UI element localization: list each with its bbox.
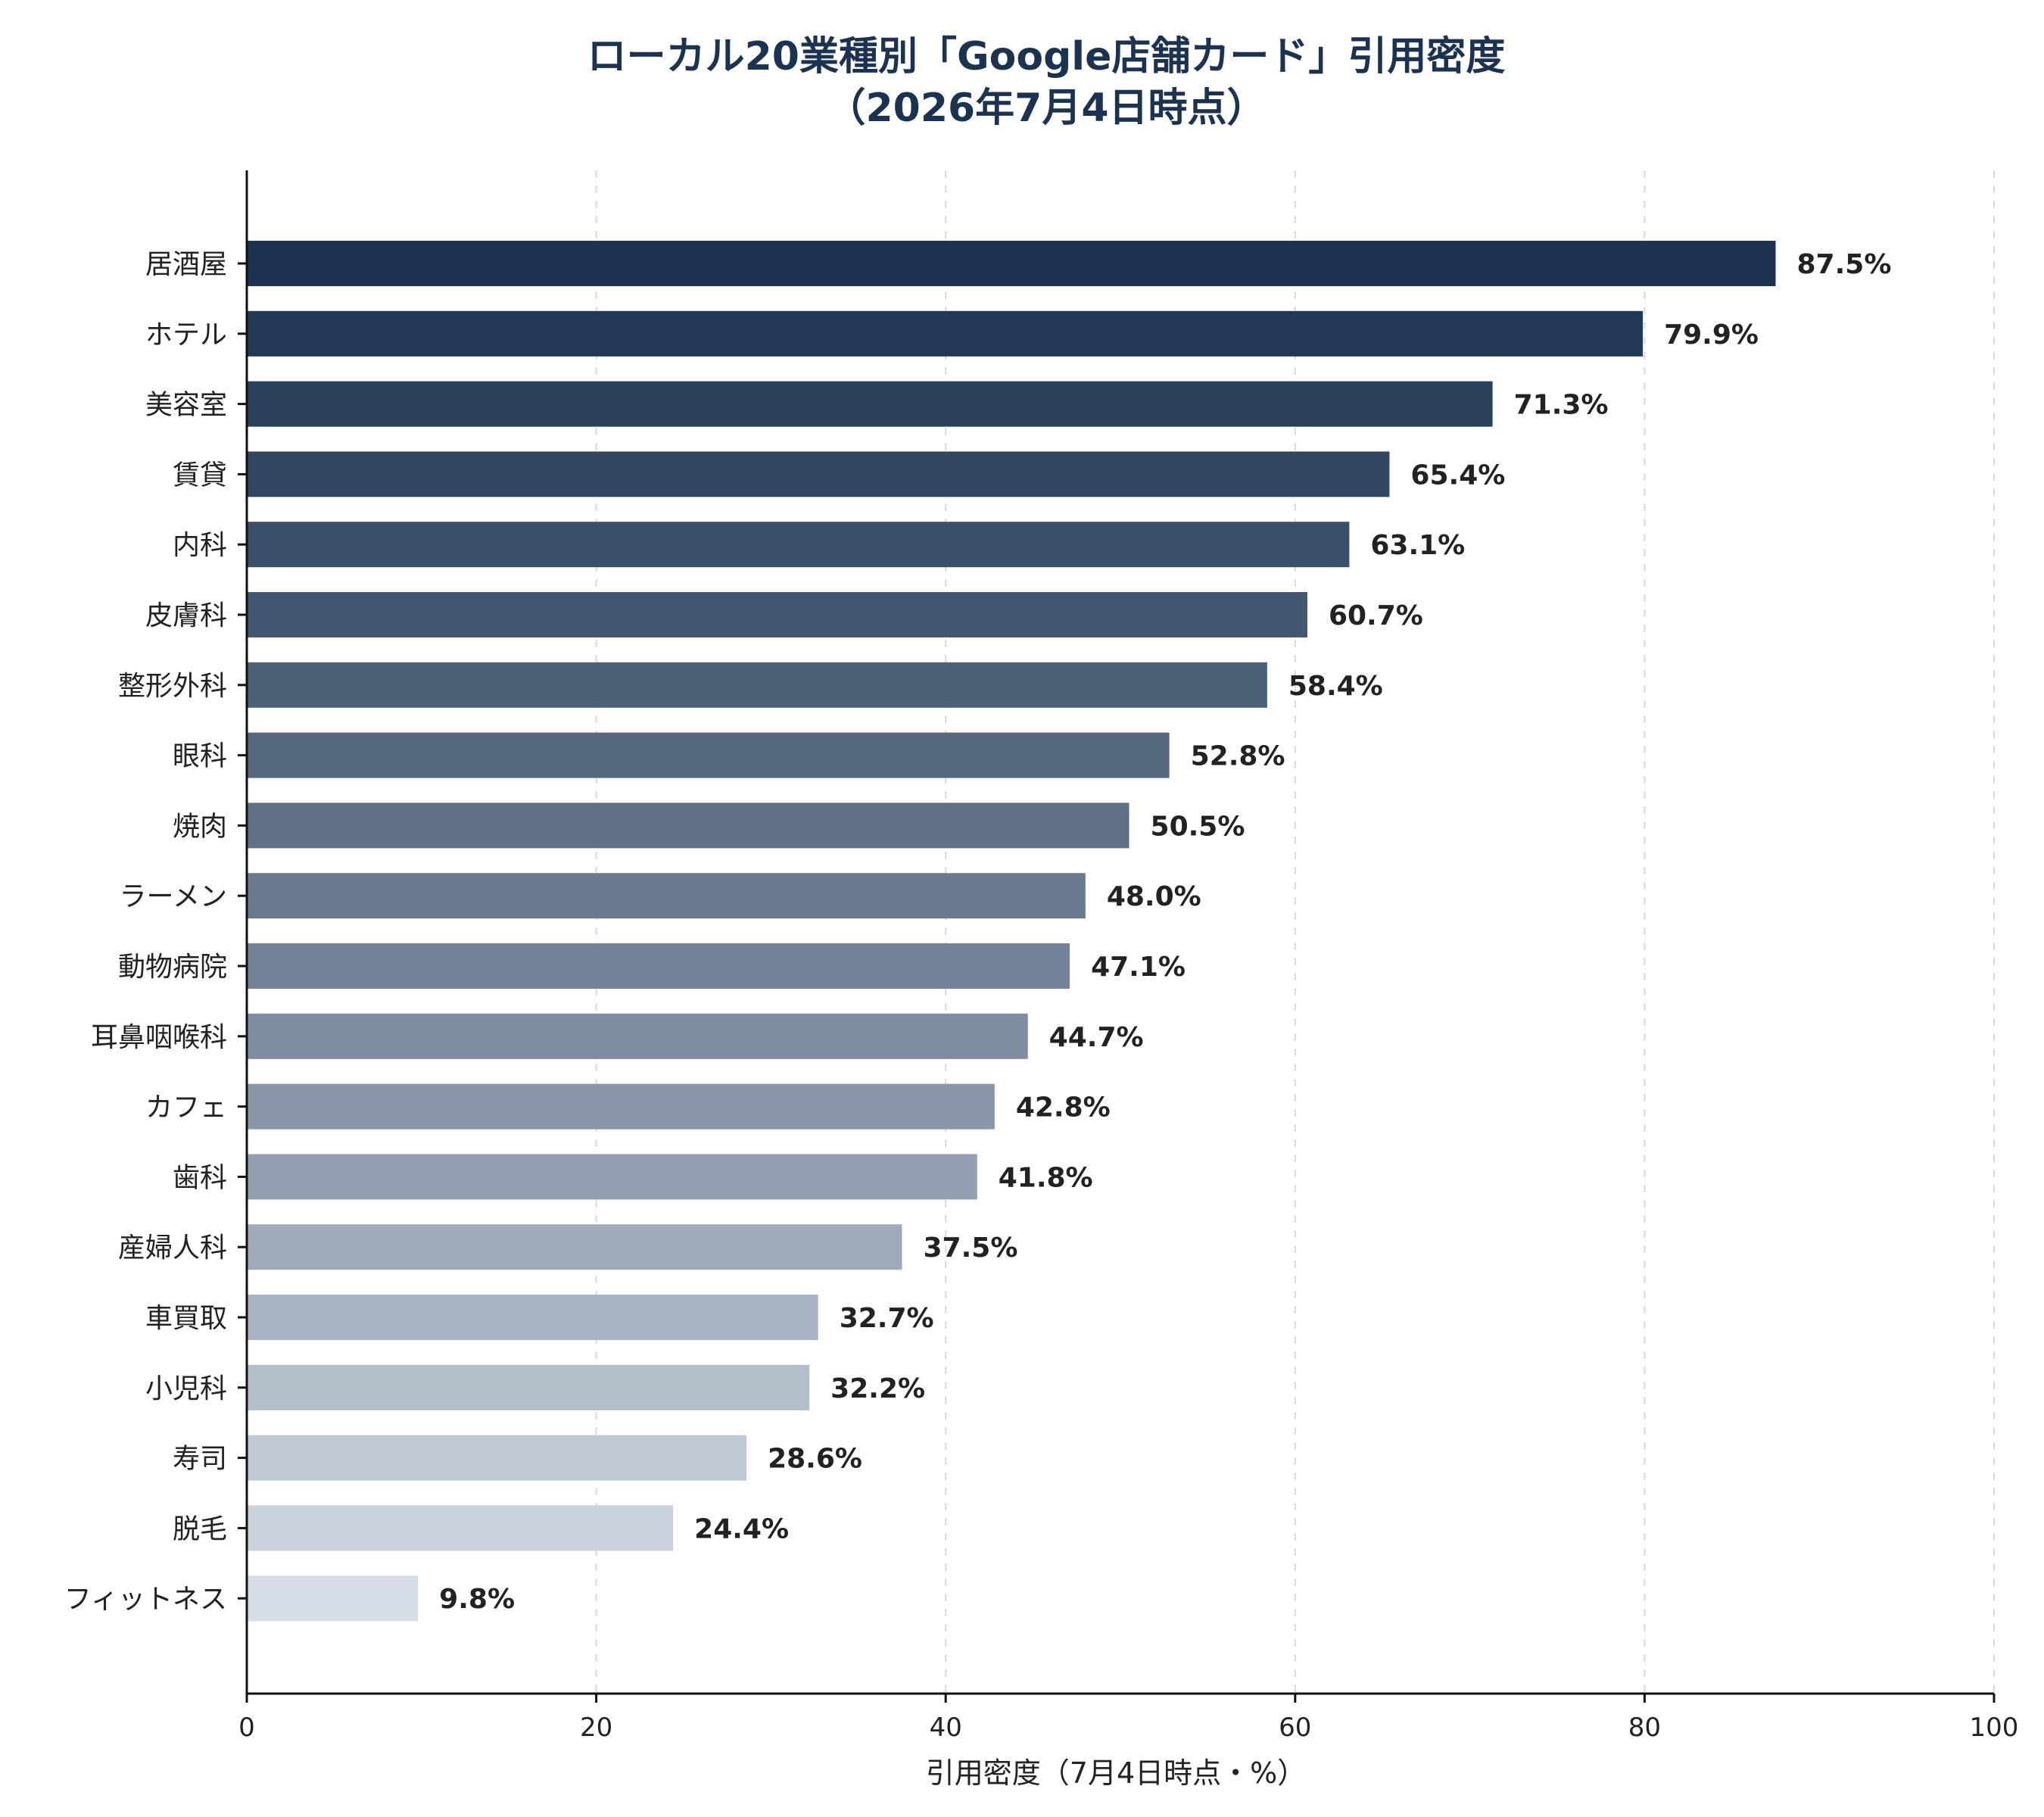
bar-2 [247, 381, 1493, 427]
x-tick-label-2: 40 [930, 1713, 962, 1743]
category-label-11: 耳鼻咽喉科 [91, 1022, 227, 1053]
bar-1 [247, 310, 1644, 357]
value-label-10: 47.1% [1091, 952, 1186, 983]
axis-layer: 0 20 40 60 80 100 [238, 170, 2018, 1743]
value-label-17: 28.6% [768, 1444, 862, 1475]
category-label-8: 焼肉 [173, 811, 227, 842]
value-label-2: 71.3% [1514, 390, 1609, 421]
value-label-14: 37.5% [924, 1233, 1018, 1264]
value-label-4: 63.1% [1370, 530, 1465, 561]
bar-18 [247, 1505, 674, 1551]
x-tick-label-5: 100 [1970, 1713, 2019, 1743]
bar-12 [247, 1083, 995, 1130]
category-label-4: 内科 [173, 530, 227, 561]
category-label-15: 車買取 [145, 1303, 227, 1334]
chart-title: ローカル20業種別「Google店舗カード」引用密度 [587, 34, 1506, 79]
bar-16 [247, 1364, 810, 1410]
bar-9 [247, 873, 1086, 919]
category-label-7: 眼科 [173, 741, 227, 772]
x-tick-label-4: 80 [1628, 1713, 1661, 1743]
category-label-17: 寿司 [173, 1444, 227, 1475]
bar-13 [247, 1154, 977, 1200]
value-label-19: 9.8% [439, 1584, 515, 1615]
category-label-16: 小児科 [145, 1373, 227, 1404]
bar-6 [247, 662, 1267, 708]
bar-8 [247, 803, 1129, 849]
label-layer: 居酒屋 87.5% ホテル 79.9% 美容室 71.3% 賃貸 65.4% 内科 63.1% 皮膚… [64, 249, 1892, 1615]
value-label-1: 79.9% [1664, 319, 1759, 351]
x-tick-label-3: 60 [1279, 1713, 1311, 1743]
value-label-11: 44.7% [1049, 1022, 1144, 1053]
bar-19 [247, 1575, 419, 1622]
bar-11 [247, 1013, 1028, 1059]
bar-7 [247, 732, 1170, 778]
category-label-5: 皮膚科 [145, 600, 227, 631]
category-label-1: ホテル [145, 319, 227, 351]
x-tick-label-1: 20 [580, 1713, 612, 1743]
x-tick-label-0: 0 [238, 1713, 255, 1743]
bar-14 [247, 1224, 902, 1270]
category-label-2: 美容室 [145, 390, 227, 421]
value-label-9: 48.0% [1107, 881, 1201, 912]
bar-15 [247, 1295, 818, 1340]
category-label-14: 産婦人科 [118, 1233, 227, 1264]
chart-subtitle: （2026年7月4日時点） [826, 86, 1266, 131]
category-label-18: 脱毛 [173, 1513, 227, 1544]
value-label-6: 58.4% [1288, 671, 1383, 702]
value-label-5: 60.7% [1329, 600, 1423, 631]
value-label-3: 65.4% [1410, 460, 1505, 491]
category-label-12: カフェ [145, 1092, 227, 1124]
value-label-16: 32.2% [830, 1373, 925, 1404]
value-label-8: 50.5% [1151, 811, 1245, 842]
category-label-0: 居酒屋 [145, 249, 227, 280]
bar-0 [247, 241, 1776, 286]
bar-4 [247, 522, 1350, 568]
value-label-0: 87.5% [1797, 249, 1892, 280]
value-label-13: 41.8% [999, 1162, 1093, 1193]
category-label-19: フィットネス [64, 1584, 227, 1615]
category-label-13: 歯科 [173, 1162, 227, 1193]
bar-17 [247, 1435, 747, 1481]
category-label-3: 賃貸 [173, 460, 227, 491]
category-label-6: 整形外科 [118, 671, 227, 702]
value-label-18: 24.4% [694, 1513, 789, 1544]
bar-5 [247, 592, 1307, 637]
x-axis-label: 引用密度（7月4日時点・%） [926, 1756, 1306, 1790]
value-label-12: 42.8% [1016, 1092, 1111, 1124]
bar-10 [247, 943, 1070, 989]
bar-layer [247, 241, 1776, 1622]
value-label-15: 32.7% [840, 1303, 934, 1334]
bar-3 [247, 451, 1390, 497]
value-label-7: 52.8% [1191, 741, 1285, 772]
category-label-9: ラーメン [119, 881, 227, 912]
category-label-10: 動物病院 [118, 952, 227, 983]
grid-layer [595, 170, 1995, 1694]
